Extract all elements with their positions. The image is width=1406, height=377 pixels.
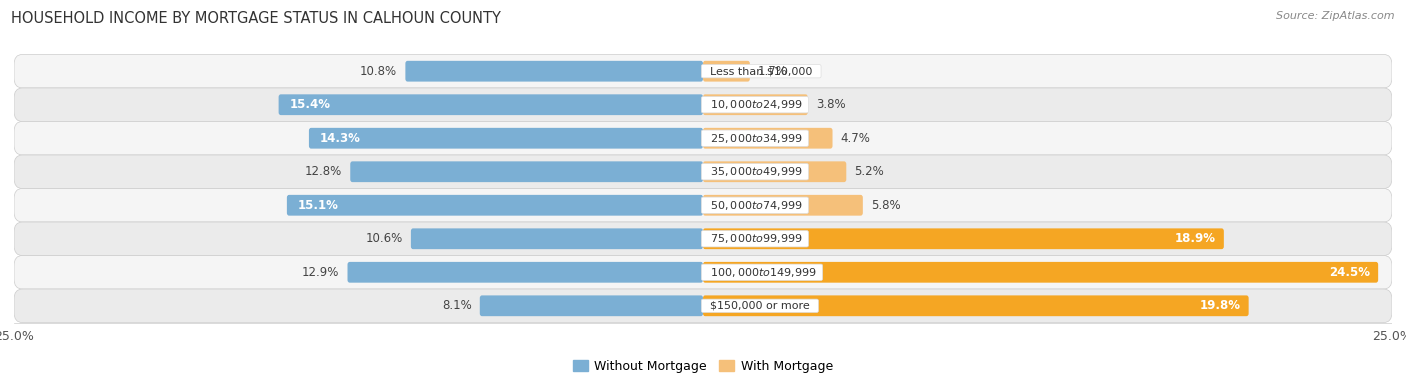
FancyBboxPatch shape	[703, 195, 863, 216]
Text: 12.8%: 12.8%	[305, 165, 342, 178]
Text: 10.6%: 10.6%	[366, 232, 402, 245]
Text: Less than $10,000: Less than $10,000	[703, 66, 820, 76]
FancyBboxPatch shape	[703, 94, 807, 115]
FancyBboxPatch shape	[14, 222, 1392, 256]
Text: 4.7%: 4.7%	[841, 132, 870, 145]
FancyBboxPatch shape	[14, 256, 1392, 289]
FancyBboxPatch shape	[309, 128, 703, 149]
FancyBboxPatch shape	[703, 228, 1223, 249]
FancyBboxPatch shape	[703, 296, 1249, 316]
FancyBboxPatch shape	[405, 61, 703, 81]
Text: $35,000 to $49,999: $35,000 to $49,999	[703, 165, 807, 178]
FancyBboxPatch shape	[14, 88, 1392, 121]
FancyBboxPatch shape	[703, 61, 749, 81]
Text: 5.8%: 5.8%	[872, 199, 901, 212]
FancyBboxPatch shape	[14, 155, 1392, 188]
FancyBboxPatch shape	[14, 121, 1392, 155]
Text: 15.1%: 15.1%	[298, 199, 339, 212]
Text: $50,000 to $74,999: $50,000 to $74,999	[703, 199, 807, 212]
Text: 5.2%: 5.2%	[855, 165, 884, 178]
Text: 1.7%: 1.7%	[758, 65, 787, 78]
FancyBboxPatch shape	[350, 161, 703, 182]
FancyBboxPatch shape	[287, 195, 703, 216]
FancyBboxPatch shape	[703, 128, 832, 149]
Text: 18.9%: 18.9%	[1174, 232, 1216, 245]
Text: 12.9%: 12.9%	[302, 266, 339, 279]
Text: $150,000 or more: $150,000 or more	[703, 301, 817, 311]
FancyBboxPatch shape	[479, 296, 703, 316]
Text: $10,000 to $24,999: $10,000 to $24,999	[703, 98, 807, 111]
Text: 24.5%: 24.5%	[1329, 266, 1369, 279]
Legend: Without Mortgage, With Mortgage: Without Mortgage, With Mortgage	[568, 355, 838, 377]
FancyBboxPatch shape	[14, 54, 1392, 88]
FancyBboxPatch shape	[278, 94, 703, 115]
Text: HOUSEHOLD INCOME BY MORTGAGE STATUS IN CALHOUN COUNTY: HOUSEHOLD INCOME BY MORTGAGE STATUS IN C…	[11, 11, 501, 26]
FancyBboxPatch shape	[703, 262, 1378, 283]
Text: $25,000 to $34,999: $25,000 to $34,999	[703, 132, 807, 145]
FancyBboxPatch shape	[14, 188, 1392, 222]
FancyBboxPatch shape	[411, 228, 703, 249]
Text: 14.3%: 14.3%	[321, 132, 361, 145]
Text: 8.1%: 8.1%	[441, 299, 471, 312]
Text: 3.8%: 3.8%	[815, 98, 845, 111]
Text: $100,000 to $149,999: $100,000 to $149,999	[703, 266, 821, 279]
FancyBboxPatch shape	[14, 289, 1392, 323]
FancyBboxPatch shape	[347, 262, 703, 283]
Text: 19.8%: 19.8%	[1199, 299, 1240, 312]
Text: 10.8%: 10.8%	[360, 65, 396, 78]
Text: Source: ZipAtlas.com: Source: ZipAtlas.com	[1277, 11, 1395, 21]
Text: 15.4%: 15.4%	[290, 98, 330, 111]
FancyBboxPatch shape	[703, 161, 846, 182]
Text: $75,000 to $99,999: $75,000 to $99,999	[703, 232, 807, 245]
